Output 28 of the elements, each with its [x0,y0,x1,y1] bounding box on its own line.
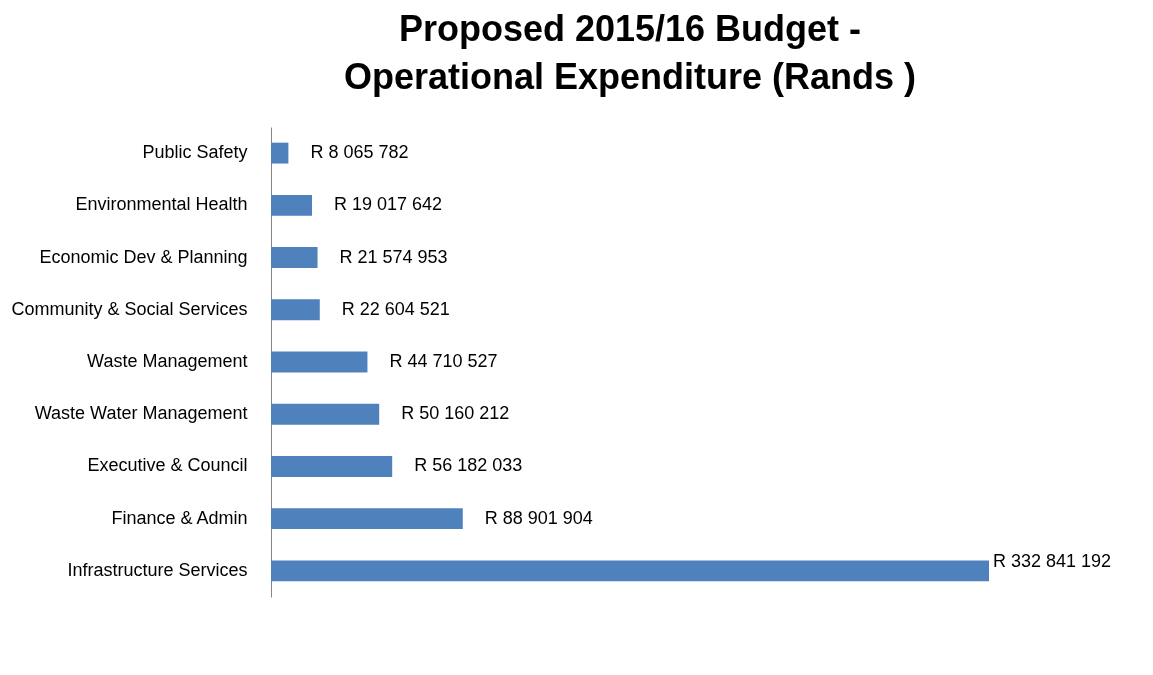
y-tick-label: Economic Dev & Planning [39,246,248,267]
y-tick-label: Executive & Council [87,455,248,476]
data-label: R 19 017 642 [334,194,443,215]
y-tick-label: Waste Management [87,351,248,371]
data-label: R 8 065 782 [310,142,409,163]
data-label: R 332 841 192 [993,550,1112,571]
bar [271,247,318,268]
bar [271,299,320,321]
bar [271,351,368,373]
y-tick-label: Public Safety [142,142,248,163]
data-label: R 56 182 033 [414,455,523,476]
bar [271,403,380,425]
bar [271,508,463,530]
bar [271,142,289,164]
bar [271,560,989,582]
data-label: R 88 901 904 [484,507,593,528]
data-label: R 21 574 953 [339,246,448,267]
y-tick-label: Infrastructure Services [67,559,248,580]
bar [271,194,313,216]
chart-title: Proposed 2015/16 Budget - Operational Expenditure (Rands ) [343,8,917,97]
data-label: R 50 160 212 [401,403,510,424]
y-tick-label: Community & Social Services [11,298,248,319]
y-tick-label: Waste Water Management [34,403,248,424]
y-tick-label: Environmental Health [75,194,248,215]
data-label: R 44 710 527 [389,351,498,371]
data-label: R 22 604 521 [341,298,450,319]
y-tick-label: Finance & Admin [111,507,248,528]
bar [271,456,393,477]
